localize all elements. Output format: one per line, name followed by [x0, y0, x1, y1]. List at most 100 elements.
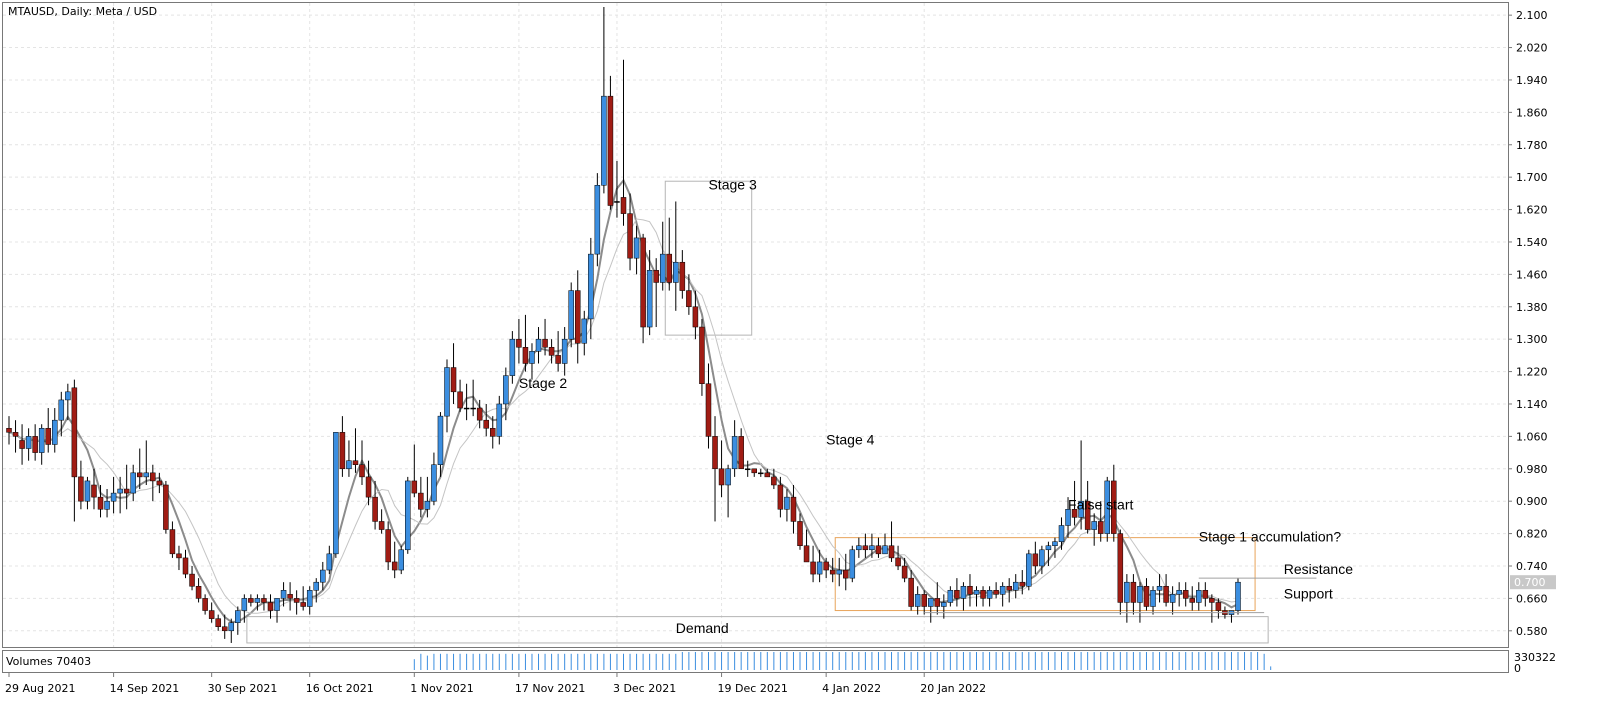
candle-body [1012, 581, 1019, 591]
candle-body [346, 460, 352, 470]
x-tick-label: 1 Nov 2021 [410, 682, 473, 695]
candle-body [450, 367, 457, 393]
candle-body [503, 375, 509, 405]
candle-body [1182, 590, 1189, 599]
candle-body [581, 318, 588, 344]
candle-body [1169, 594, 1176, 603]
y-tick-label: 0.820 [1516, 528, 1548, 541]
annotation-stage1: Stage 1 accumulation? [1199, 529, 1342, 545]
candle-body [529, 351, 535, 364]
candle-body [1065, 509, 1071, 526]
grid [3, 3, 1508, 647]
candle-body [692, 306, 699, 328]
candle-body [829, 569, 836, 575]
candle-body [280, 590, 287, 599]
y-tick-label: 0.900 [1516, 495, 1548, 508]
candle-body [287, 594, 293, 599]
y-tick-label: 0.740 [1516, 560, 1548, 573]
candle-body [633, 237, 640, 259]
candle-body [705, 383, 712, 437]
candle-body [97, 496, 104, 510]
candle-body [888, 545, 895, 559]
candle-body [875, 545, 882, 555]
candle-body [6, 428, 12, 433]
candle-body [208, 610, 215, 619]
candle-body [58, 399, 65, 421]
candle-body [908, 577, 914, 607]
candle-body [555, 355, 561, 364]
x-tick-label: 4 Jan 2022 [822, 682, 881, 695]
candle-body [816, 561, 823, 575]
y-tick-label: 0.580 [1516, 625, 1548, 638]
candle-body [411, 480, 418, 494]
candle-body [1019, 581, 1026, 587]
y-tick-label: 2.020 [1516, 42, 1548, 55]
candle-body [1137, 585, 1143, 603]
candle-body [627, 213, 633, 259]
main-pane-frame [2, 2, 1509, 648]
candle-body [882, 545, 888, 555]
candle-body [176, 553, 182, 559]
candle-body [84, 480, 91, 502]
y-tick-label: 1.380 [1516, 301, 1548, 314]
candle-body [1130, 581, 1137, 603]
moving-averages [8, 178, 1239, 623]
candle-body [712, 436, 718, 470]
volume-bars [413, 652, 1272, 670]
candle-body [849, 549, 856, 579]
candle-body [601, 95, 607, 186]
candle-body [398, 549, 404, 571]
candle-body [326, 553, 333, 571]
candle-body [235, 610, 241, 623]
candle-body [1176, 590, 1182, 595]
volume-axis-max: 330322 [1514, 651, 1556, 664]
candle-body [856, 545, 862, 551]
candle-body [1084, 500, 1091, 530]
candle-body [163, 484, 169, 530]
annotations: Stage 2 Stage 3 Stage 4 False start Stage 1 … [519, 176, 1353, 636]
candle-body [274, 598, 280, 611]
y-tick-label: 1.060 [1516, 430, 1548, 443]
y-tick-label: 1.540 [1516, 236, 1548, 249]
candle-body [535, 338, 542, 352]
candle-body [444, 367, 450, 417]
x-tick-label: 16 Oct 2021 [306, 682, 374, 695]
candle-body [241, 598, 248, 611]
x-tick-label: 19 Dec 2021 [718, 682, 788, 695]
candle-body [980, 590, 986, 599]
candle-body [731, 436, 738, 470]
y-axis: 2.100 2.020 1.940 1.860 1.780 1.700 1.620 1.540… [1508, 9, 1548, 638]
candle-body [1163, 585, 1169, 603]
candle-body [254, 598, 261, 603]
candle-body [391, 561, 398, 571]
candle-body [130, 472, 136, 494]
candle-body [431, 464, 437, 502]
annotation-resistance: Resistance [1284, 561, 1353, 577]
candle-body [418, 492, 424, 510]
candle-body [365, 476, 372, 498]
candle-body [12, 432, 19, 437]
y-tick-label: 1.460 [1516, 268, 1548, 281]
y-tick-label: 0.980 [1516, 463, 1548, 476]
candle-body [476, 407, 483, 421]
candle-body [666, 253, 673, 283]
candle-body [91, 484, 97, 498]
zone-stage3_box [664, 180, 753, 336]
candle-body [1235, 581, 1241, 611]
candle-body [803, 545, 810, 563]
candle-body [679, 261, 686, 291]
candle-body [457, 391, 463, 409]
candle-body [1091, 521, 1097, 530]
current-price-box [1510, 575, 1556, 590]
candle-body [117, 488, 123, 494]
candle-body [38, 428, 45, 453]
candle-body [960, 585, 967, 599]
candle-body [1202, 590, 1209, 599]
candle-body [313, 581, 319, 591]
y-tick-label: 1.220 [1516, 366, 1548, 379]
annotation-support: Support [1284, 585, 1333, 601]
candle-body [437, 415, 444, 465]
candle-body [1006, 585, 1012, 591]
candle-body [771, 476, 777, 486]
